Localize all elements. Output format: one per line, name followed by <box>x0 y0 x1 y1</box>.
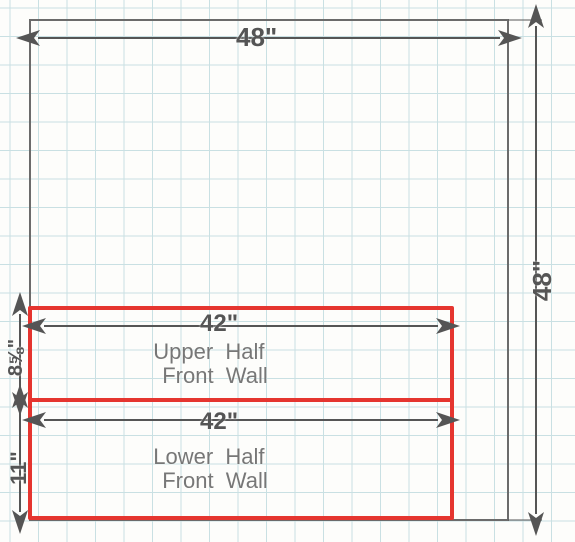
lower-panel-height-label: 11" <box>6 451 32 485</box>
diagram-stage: 48" 48" 42" 8⅝" Upper Half Front Wall 42… <box>0 0 575 542</box>
upper-panel-height-label: 8⅝" <box>5 339 28 376</box>
upper-panel-width-label: 42" <box>200 310 238 338</box>
outer-height-label: 48" <box>527 260 558 301</box>
upper-panel-label: Upper Half Front Wall <box>150 340 268 388</box>
lower-panel-label: Lower Half Front Wall <box>150 445 268 493</box>
lower-panel-width-label: 42" <box>200 408 238 436</box>
diagram-svg <box>0 0 575 542</box>
outer-width-label: 48" <box>236 22 277 53</box>
